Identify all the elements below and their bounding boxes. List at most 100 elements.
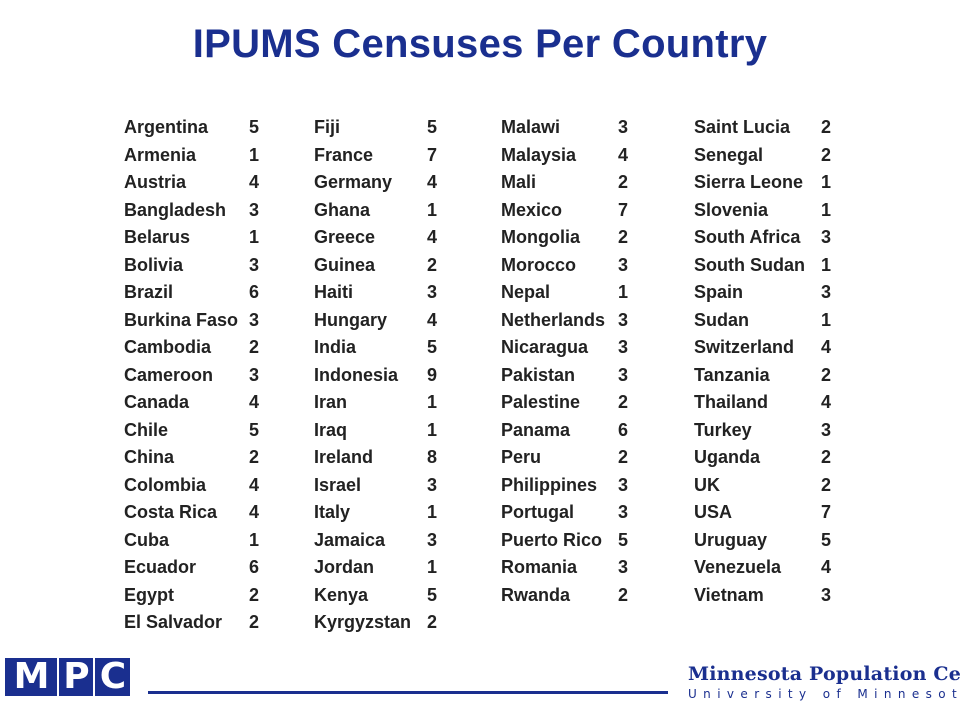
census-count: 6 [249,282,260,302]
country-name: UK [694,474,720,495]
census-count: 3 [618,502,629,522]
country-name: Indonesia [314,364,399,385]
census-count: 4 [427,172,438,192]
census-count: 3 [618,254,629,275]
census-count: 1 [249,529,260,550]
mpc-logo: M P C [5,658,130,696]
census-count: 3 [618,337,629,357]
census-count: 2 [821,117,832,137]
country-name: Belarus [124,227,191,247]
country-name: Mali [501,172,537,192]
country-name: Thailand [694,392,769,412]
country-name: South Sudan [694,254,805,275]
country-name: Uganda [694,447,761,467]
footer: M P C Minnesota Population Center Univer… [0,655,960,720]
country-name: Guinea [314,254,376,275]
census-count: 9 [427,364,438,385]
census-count: 8 [427,447,438,467]
country-name: France [314,144,374,165]
country-name: Philippines [501,474,598,495]
country-name: Turkey [694,419,752,440]
census-count: 3 [618,309,629,330]
census-count: 2 [249,584,260,605]
census-count: 2 [427,254,438,275]
census-count: 4 [249,474,260,495]
country-name: Canada [124,392,190,412]
logo-letter-c: C [95,658,130,696]
country-name: Palestine [501,392,581,412]
census-count: 6 [249,557,260,577]
country-name: Peru [501,447,542,467]
country-name: China [124,447,175,467]
census-count: 3 [249,199,260,220]
country-name: Uruguay [694,529,768,550]
country-name: Venezuela [694,557,782,577]
country-name: Sudan [694,309,750,330]
country-name: Switzerland [694,337,795,357]
country-name: Bolivia [124,254,184,275]
census-count: 1 [821,172,832,192]
country-name: Mongolia [501,227,580,247]
census-count: 1 [427,392,438,412]
country-name: Jordan [314,557,375,577]
census-count: 5 [249,419,260,440]
country-name: Romania [501,557,578,577]
country-name: Vietnam [694,584,764,605]
census-count: 5 [618,529,629,550]
country-name: Germany [314,172,393,192]
country-name: Brazil [124,282,174,302]
country-name: Argentina [124,117,209,137]
census-count: 1 [821,254,832,275]
country-name: Malawi [501,117,561,137]
country-name: Malaysia [501,144,577,165]
census-count: 5 [427,117,438,137]
census-count: 7 [618,199,629,220]
country-name: Bangladesh [124,199,227,220]
country-name: Saint Lucia [694,117,791,137]
census-count: 3 [821,419,832,440]
country-name: Netherlands [501,309,606,330]
country-name: Pakistan [501,364,576,385]
census-count: 2 [821,447,832,467]
census-count: 3 [427,282,438,302]
country-name: Mexico [501,199,563,220]
country-name: Tanzania [694,364,770,385]
census-count: 4 [249,172,260,192]
country-name: El Salvador [124,612,223,632]
census-count: 6 [618,419,629,440]
census-count: 2 [618,584,629,605]
country-name: Colombia [124,474,207,495]
census-count: 3 [249,309,260,330]
census-count: 4 [821,392,832,412]
country-name: Costa Rica [124,502,218,522]
country-name: Nicaragua [501,337,589,357]
census-count: 3 [618,557,629,577]
country-name: Slovenia [694,199,769,220]
census-count: 5 [249,117,260,137]
country-name: Italy [314,502,351,522]
census-count: 5 [427,584,438,605]
footer-divider [148,691,668,694]
country-name: Jamaica [314,529,386,550]
census-count: 3 [249,364,260,385]
census-count: 4 [821,557,832,577]
census-count: 2 [249,612,260,632]
census-count: 1 [821,309,832,330]
logo-letter-p: P [59,658,93,696]
census-count: 3 [821,227,832,247]
census-count: 7 [427,144,438,165]
country-name: Morocco [501,254,577,275]
census-count: 1 [427,557,438,577]
country-name: Kenya [314,584,369,605]
country-name: Iraq [314,419,348,440]
country-name: Panama [501,419,571,440]
country-name: Ghana [314,199,371,220]
country-name: Armenia [124,144,197,165]
country-name: Portugal [501,502,575,522]
country-name: Nepal [501,282,551,302]
census-count: 1 [249,144,260,165]
census-count: 3 [427,474,438,495]
country-name: USA [694,502,733,522]
census-count: 3 [821,282,832,302]
census-count: 2 [821,364,832,385]
